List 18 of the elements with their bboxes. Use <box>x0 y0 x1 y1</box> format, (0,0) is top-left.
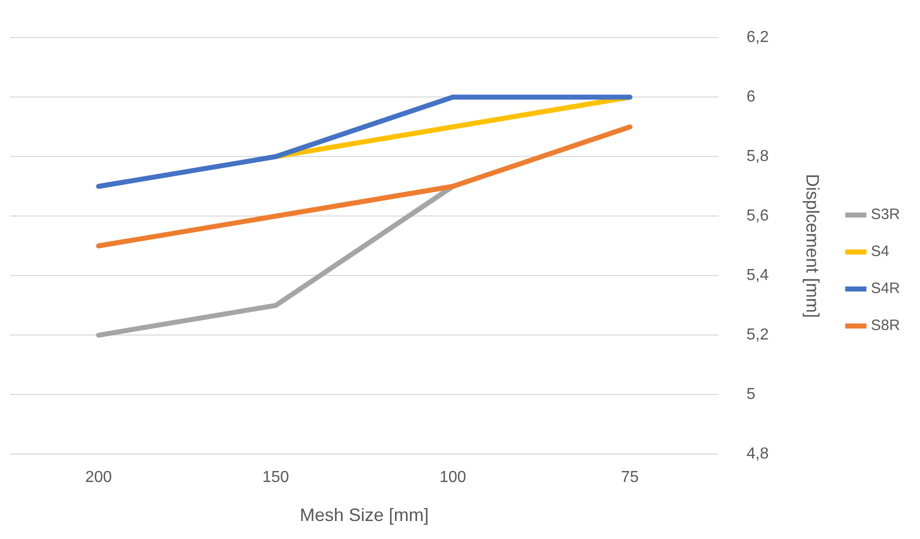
y-tick-label: 4,8 <box>746 446 769 463</box>
y-tick-label: 5,6 <box>746 208 769 225</box>
legend-label: S8R <box>870 317 900 334</box>
y-tick-label: 5,2 <box>746 326 769 344</box>
y-tick-label: 5 <box>746 386 756 404</box>
legend-label: S4R <box>870 280 900 298</box>
x-tick-label: 150 <box>262 469 290 486</box>
y-tick-label: 5,8 <box>746 148 769 166</box>
x-tick-label: 200 <box>85 469 112 486</box>
y-axis-title: Displcement [mm] <box>802 174 823 318</box>
x-tick-label: 100 <box>439 469 466 486</box>
legend-label: S4 <box>870 243 890 260</box>
x-axis-title: Mesh Size [mm] <box>300 505 429 526</box>
legend-label: S3R <box>870 206 900 224</box>
y-tick-label: 6 <box>746 88 756 106</box>
y-tick-label: 5,4 <box>746 267 769 284</box>
x-tick-label: 75 <box>621 469 639 486</box>
y-tick-label: 6,2 <box>746 29 769 46</box>
